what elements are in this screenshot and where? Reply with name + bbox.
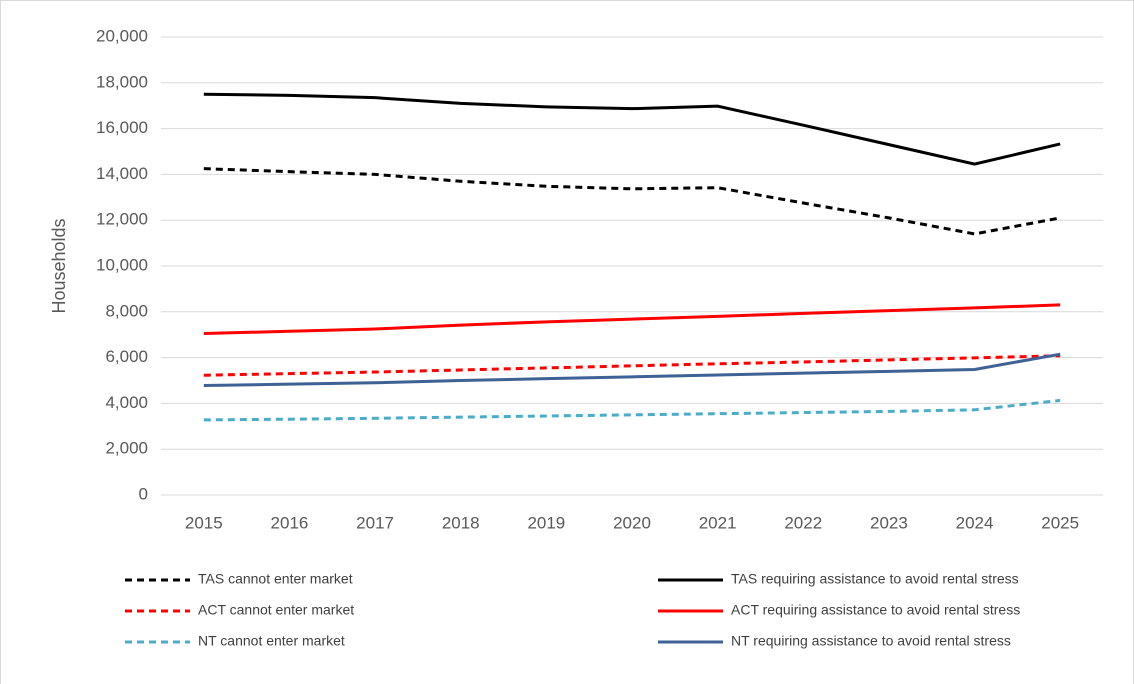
series-line <box>203 352 1061 388</box>
y-tick-label: 20,000 <box>96 26 148 45</box>
x-tick-label: 2024 <box>956 513 994 532</box>
legend-label: TAS requiring assistance to avoid rental… <box>731 571 1019 587</box>
y-tick-label: 8,000 <box>105 301 148 320</box>
y-tick-label: 4,000 <box>105 393 148 412</box>
x-tick-label: 2019 <box>527 513 565 532</box>
x-tick-label: 2022 <box>784 513 822 532</box>
series-line <box>203 398 1061 422</box>
y-tick-label: 12,000 <box>96 210 148 229</box>
x-tick-label: 2015 <box>185 513 223 532</box>
x-tick-label: 2018 <box>442 513 480 532</box>
y-tick-label: 18,000 <box>96 72 148 91</box>
series-line <box>203 303 1061 336</box>
y-tick-label: 6,000 <box>105 347 148 366</box>
y-tick-label: 16,000 <box>96 118 148 137</box>
x-tick-label: 2020 <box>613 513 651 532</box>
legend-label: ACT requiring assistance to avoid rental… <box>731 602 1020 618</box>
x-tick-label: 2016 <box>271 513 309 532</box>
y-tick-label: 10,000 <box>96 255 148 274</box>
legend-label: NT requiring assistance to avoid rental … <box>731 633 1011 649</box>
x-tick-label: 2021 <box>699 513 737 532</box>
x-tick-label: 2025 <box>1041 513 1079 532</box>
legend-label: ACT cannot enter market <box>198 602 354 618</box>
series-line <box>203 92 1061 166</box>
y-tick-label: 0 <box>139 484 148 503</box>
legend-label: NT cannot enter market <box>198 633 345 649</box>
series-line <box>203 354 1061 377</box>
legend-label: TAS cannot enter market <box>198 571 353 587</box>
y-axis-label: Households <box>49 218 69 313</box>
y-tick-label: 2,000 <box>105 439 148 458</box>
y-tick-label: 14,000 <box>96 164 148 183</box>
x-tick-label: 2023 <box>870 513 908 532</box>
x-tick-label: 2017 <box>356 513 394 532</box>
